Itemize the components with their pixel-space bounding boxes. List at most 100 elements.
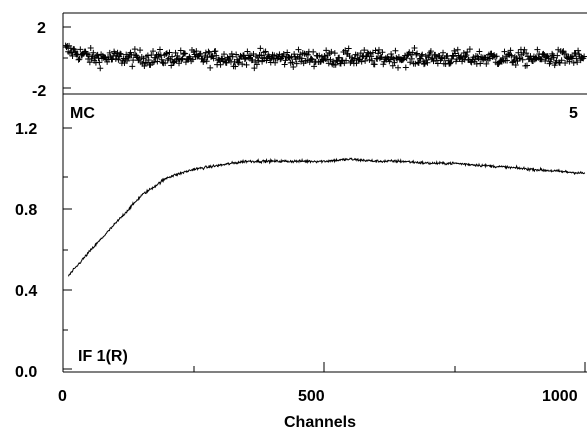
residual-point [131, 46, 138, 53]
residual-point [501, 48, 508, 55]
residual-point [336, 54, 343, 61]
residual-point [169, 53, 176, 60]
residual-point [545, 55, 552, 62]
residual-point [63, 44, 70, 51]
bandpass-ytick-label-0-4: 0.4 [15, 283, 37, 300]
residual-point [201, 53, 208, 60]
residual-point [447, 59, 454, 66]
residual-point [424, 59, 431, 66]
residual-point [434, 60, 441, 67]
residual-point [262, 48, 269, 55]
residual-point [170, 59, 177, 66]
residual-point [234, 59, 241, 66]
residual-point [281, 61, 288, 68]
residual-point [150, 59, 157, 66]
residual-point [74, 51, 81, 58]
residual-point [212, 48, 219, 55]
residual-point [422, 53, 429, 60]
residual-point [308, 55, 315, 62]
residual-point [205, 48, 212, 55]
residual-point [391, 59, 398, 66]
residual-point [328, 48, 335, 55]
residual-point [468, 59, 475, 66]
residual-points [62, 42, 587, 72]
residual-point [454, 46, 461, 53]
residual-point [400, 56, 407, 63]
residual-point [534, 46, 541, 53]
residual-point [419, 51, 426, 58]
residual-point [311, 63, 318, 70]
residual-point [232, 63, 239, 70]
residual-point [187, 55, 194, 62]
residual-point [182, 50, 189, 57]
residual-point [427, 48, 434, 55]
residual-point [540, 50, 547, 57]
residual-point [96, 59, 103, 66]
residual-point [558, 57, 565, 64]
residual-point [193, 48, 200, 55]
residual-point [86, 59, 93, 66]
residual-point [201, 56, 208, 63]
residual-point [507, 47, 514, 54]
residual-point [247, 52, 254, 59]
residual-point [162, 60, 169, 67]
residual-point [233, 51, 240, 58]
residual-point [177, 47, 184, 54]
residual-point [353, 60, 360, 67]
residual-point [129, 63, 136, 70]
residual-point [125, 54, 132, 61]
residual-point [325, 60, 332, 67]
residual-point [255, 57, 262, 64]
residual-point [168, 62, 175, 69]
residual-point [566, 58, 573, 65]
residual-point [327, 56, 334, 63]
residual-point [446, 60, 453, 67]
residual-point [323, 47, 330, 54]
residual-point [562, 50, 569, 57]
mc-label: MC [70, 105, 95, 122]
residual-point [163, 50, 170, 57]
residual-point [538, 56, 545, 63]
residual-point [412, 60, 419, 67]
residual-point [508, 52, 515, 59]
residual-point [69, 52, 76, 59]
residual-point [553, 57, 560, 64]
residual-point [351, 55, 358, 62]
residual-point [581, 53, 587, 60]
residual-point [148, 52, 155, 59]
residual-point [393, 54, 400, 61]
residual-point [67, 45, 74, 52]
residual-point [154, 58, 161, 65]
residual-point [124, 57, 131, 64]
residual-point [413, 51, 420, 58]
residual-point [324, 56, 331, 63]
residual-point [408, 55, 415, 62]
residual-point [451, 47, 458, 54]
residual-point [362, 57, 369, 64]
residual-point [229, 53, 236, 60]
residual-point [392, 47, 399, 54]
residual-point [354, 52, 361, 59]
residual-point [464, 49, 471, 56]
residual-point [106, 49, 113, 56]
residual-point [240, 52, 247, 59]
residual-point [361, 47, 368, 54]
residual-point [378, 54, 385, 61]
residual-point [483, 60, 490, 67]
residual-point [554, 52, 561, 59]
residual-point [371, 61, 378, 68]
residual-point [113, 52, 120, 59]
residual-point [389, 62, 396, 69]
residual-point [321, 53, 328, 60]
residual-point [114, 49, 121, 56]
residual-point [197, 50, 204, 57]
residual-point [145, 56, 152, 63]
residual-point [115, 56, 122, 63]
residual-point [357, 50, 364, 57]
residual-point [477, 60, 484, 67]
residual-point [141, 62, 148, 69]
residual-point [189, 56, 196, 63]
residual-point [219, 55, 226, 62]
residual-point [251, 65, 258, 72]
residual-point [112, 55, 119, 62]
